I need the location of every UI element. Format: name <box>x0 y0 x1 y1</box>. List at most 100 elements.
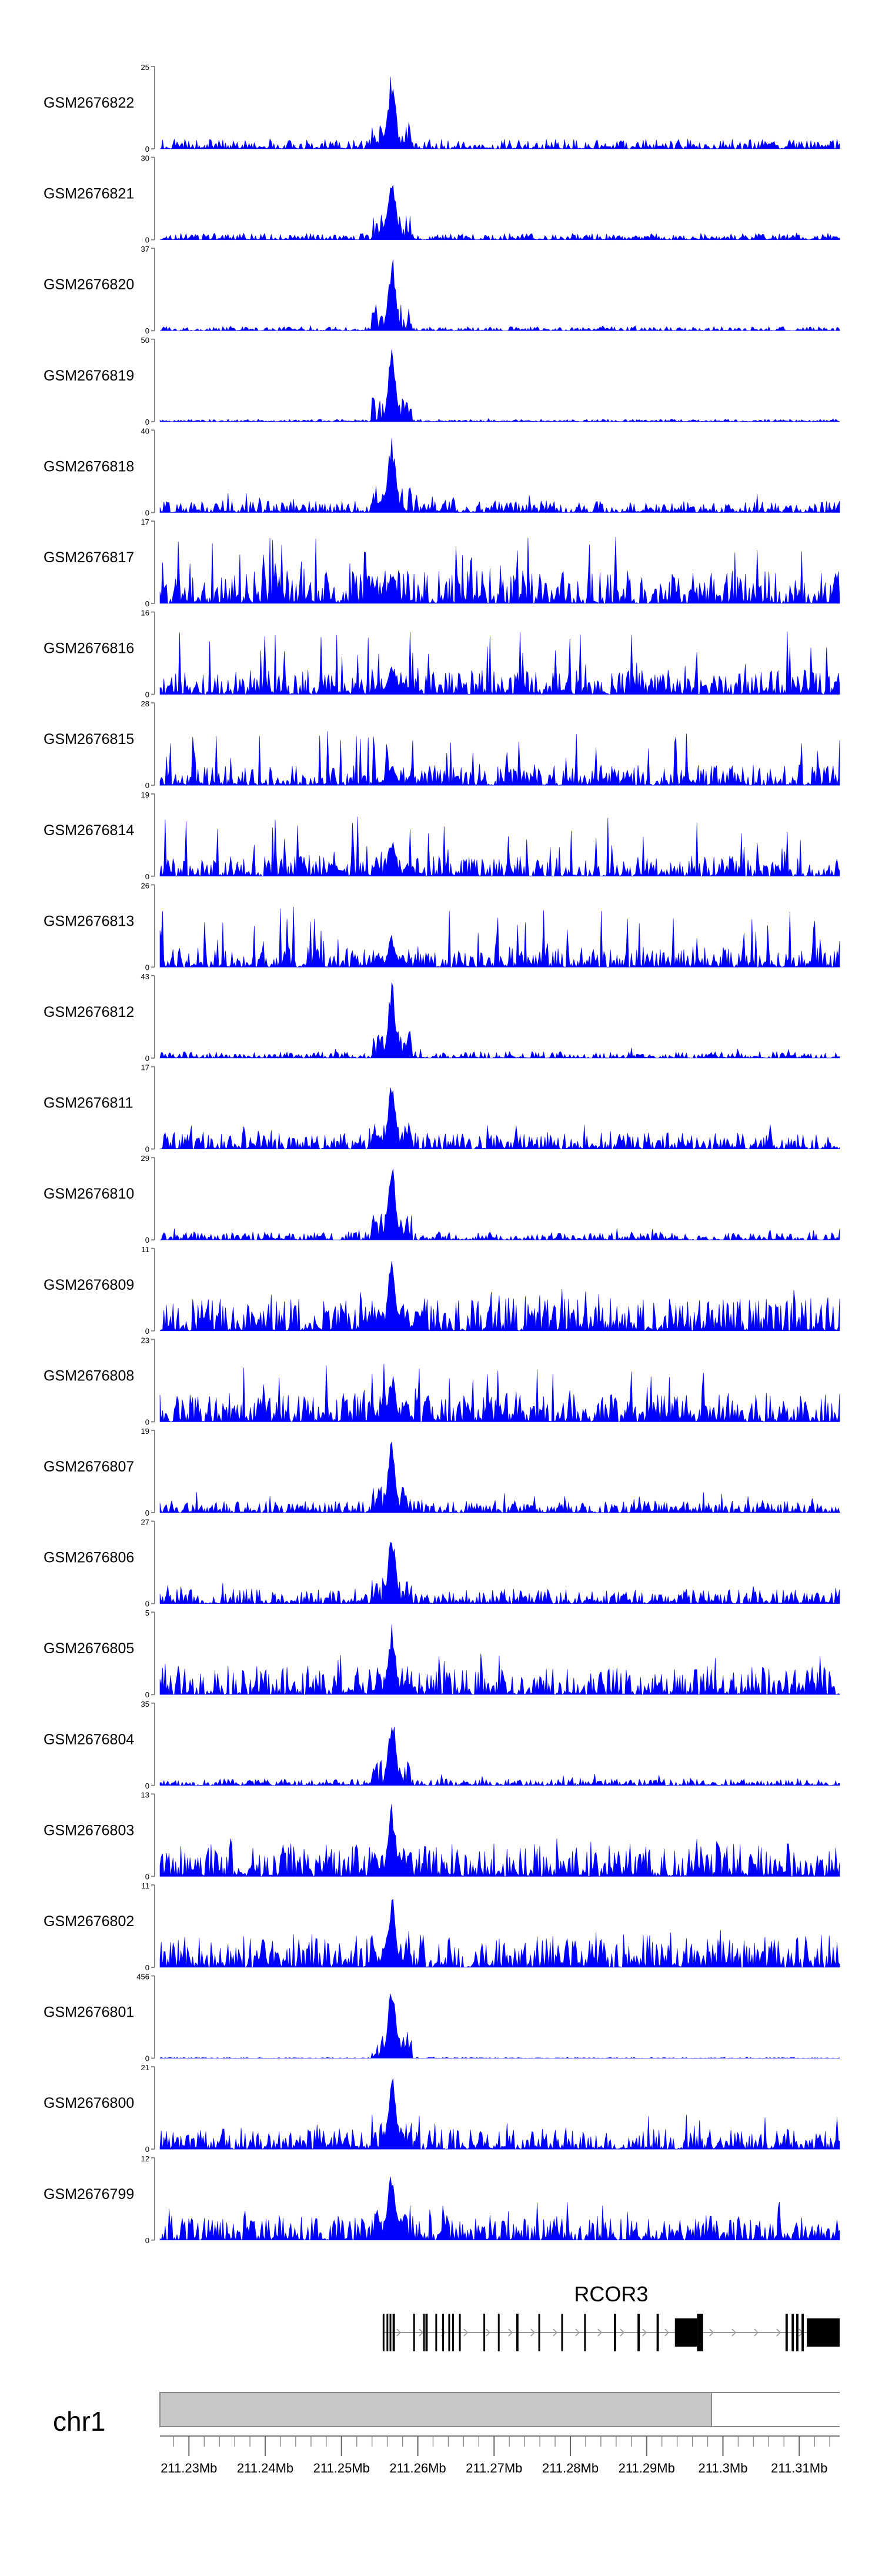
gene-strand-arrow <box>597 2328 602 2337</box>
y-tick-label-max: 5 <box>145 1609 149 1617</box>
y-tick-label-zero: 0 <box>145 236 149 245</box>
y-tick-label-max: 23 <box>141 1336 149 1344</box>
track-label: GSM2676801 <box>44 2004 134 2021</box>
gene-exon <box>613 2314 616 2351</box>
gene-exon <box>561 2314 563 2351</box>
gene-strand-arrow <box>553 2328 557 2337</box>
gene-strand-arrow <box>396 2328 401 2337</box>
track-GSM2676820: GSM2676820 37 0 <box>44 245 840 335</box>
track-GSM2676799: GSM2676799 12 0 <box>44 2154 840 2245</box>
gene-exon <box>807 2318 840 2347</box>
coverage-area <box>159 1169 840 1241</box>
track-label: GSM2676804 <box>44 1731 134 1748</box>
gene-strand-arrow <box>530 2328 535 2337</box>
track-GSM2676801: GSM2676801 456 0 <box>44 1973 840 2063</box>
y-tick-label-max: 16 <box>141 609 149 618</box>
y-tick-label-zero: 0 <box>145 599 149 608</box>
gene-exon <box>392 2314 395 2351</box>
gene-exon <box>442 2314 445 2351</box>
coverage-area <box>159 1442 840 1514</box>
chromosome-label: chr1 <box>53 2406 105 2437</box>
track-GSM2676818: GSM2676818 40 0 <box>44 426 840 517</box>
gene-exon <box>785 2314 788 2351</box>
y-tick-label-max: 456 <box>136 1973 149 1981</box>
gene-strand-arrow <box>463 2328 468 2337</box>
gene-strand-arrow <box>754 2328 759 2337</box>
gene-strand-arrow <box>776 2328 781 2337</box>
y-tick-label-zero: 0 <box>145 508 149 517</box>
coverage-area <box>159 259 840 332</box>
track-label: GSM2676821 <box>44 186 134 202</box>
track-GSM2676815: GSM2676815 28 0 <box>44 699 840 790</box>
track-label: GSM2676799 <box>44 2186 134 2203</box>
track-GSM2676819: GSM2676819 50 0 <box>44 336 840 426</box>
genome-axis: 211.23Mb 211.24Mb 211.25Mb 211.26Mb 211.27Mb… <box>160 2435 840 2475</box>
gene-exon <box>423 2314 425 2351</box>
gene-exon <box>435 2314 437 2351</box>
y-tick-label-max: 43 <box>141 972 149 981</box>
track-label: GSM2676816 <box>44 640 134 657</box>
y-tick-label-max: 26 <box>141 881 149 890</box>
track-GSM2676803: GSM2676803 13 0 <box>44 1790 840 1881</box>
y-tick-label-zero: 0 <box>145 1145 149 1154</box>
coverage-area <box>159 1087 840 1150</box>
coverage-area <box>159 2078 840 2150</box>
gene-exon <box>538 2314 540 2351</box>
track-GSM2676802: GSM2676802 11 0 <box>44 1881 840 1972</box>
gene-strand-arrow <box>664 2328 669 2337</box>
track-GSM2676822: GSM2676822 25 0 <box>44 63 840 154</box>
gene-exon <box>483 2314 486 2351</box>
coverage-area <box>159 438 840 513</box>
track-label: GSM2676818 <box>44 458 134 475</box>
coverage-area <box>159 76 840 150</box>
y-tick-label-max: 11 <box>142 1245 150 1254</box>
y-tick-label-zero: 0 <box>145 781 149 790</box>
track-GSM2676804: GSM2676804 35 0 <box>44 1700 840 1790</box>
y-tick-label-max: 17 <box>141 518 149 526</box>
track-GSM2676807: GSM2676807 19 0 <box>44 1427 840 1517</box>
coverage-area <box>159 906 840 968</box>
track-label: GSM2676806 <box>44 1550 134 1566</box>
gene-exon <box>448 2314 450 2351</box>
y-tick-label-max: 13 <box>141 1790 149 1799</box>
gene-exon <box>452 2314 454 2351</box>
coverage-area <box>159 1364 840 1423</box>
track-label: GSM2676808 <box>44 1367 134 1384</box>
y-tick-label-zero: 0 <box>145 1509 149 1517</box>
coverage-area <box>159 536 840 605</box>
gene-exon <box>674 2318 697 2347</box>
axis-tick-label: 211.27Mb <box>466 2461 522 2475</box>
gene-strand-arrow <box>620 2328 624 2337</box>
y-tick-label-max: 29 <box>141 1154 149 1163</box>
coverage-area <box>159 349 840 422</box>
coverage-area <box>159 731 840 786</box>
y-tick-label-max: 35 <box>141 1700 149 1709</box>
track-label: GSM2676819 <box>44 368 134 384</box>
track-label: GSM2676807 <box>44 1459 134 1475</box>
y-tick-label-max: 19 <box>141 790 149 799</box>
coverage-area <box>159 1541 840 1604</box>
track-label: GSM2676812 <box>44 1004 134 1020</box>
axis-tick-label: 211.26Mb <box>389 2461 446 2475</box>
gene-exon <box>656 2314 659 2351</box>
gene-exon <box>584 2314 586 2351</box>
y-tick-label-max: 25 <box>141 63 149 72</box>
track-GSM2676805: GSM2676805 5 0 <box>44 1609 840 1699</box>
coverage-area <box>159 1624 840 1696</box>
y-tick-label-zero: 0 <box>145 1054 149 1063</box>
axis-tick-label: 211.28Mb <box>542 2461 599 2475</box>
gene-exon <box>497 2314 500 2351</box>
track-GSM2676809: GSM2676809 11 0 <box>44 1245 840 1336</box>
track-label: GSM2676815 <box>44 731 134 748</box>
gene-exon <box>389 2314 392 2351</box>
track-GSM2676814: GSM2676814 19 0 <box>44 790 840 881</box>
y-tick-label-max: 12 <box>141 2154 149 2163</box>
y-tick-label-zero: 0 <box>145 1690 149 1699</box>
y-tick-label-zero: 0 <box>145 690 149 699</box>
axis-tick-label: 211.23Mb <box>161 2461 217 2475</box>
gene-exon <box>382 2314 385 2351</box>
y-tick-label-zero: 0 <box>145 872 149 881</box>
track-label: GSM2676813 <box>44 913 134 929</box>
y-tick-label-zero: 0 <box>145 1781 149 1790</box>
